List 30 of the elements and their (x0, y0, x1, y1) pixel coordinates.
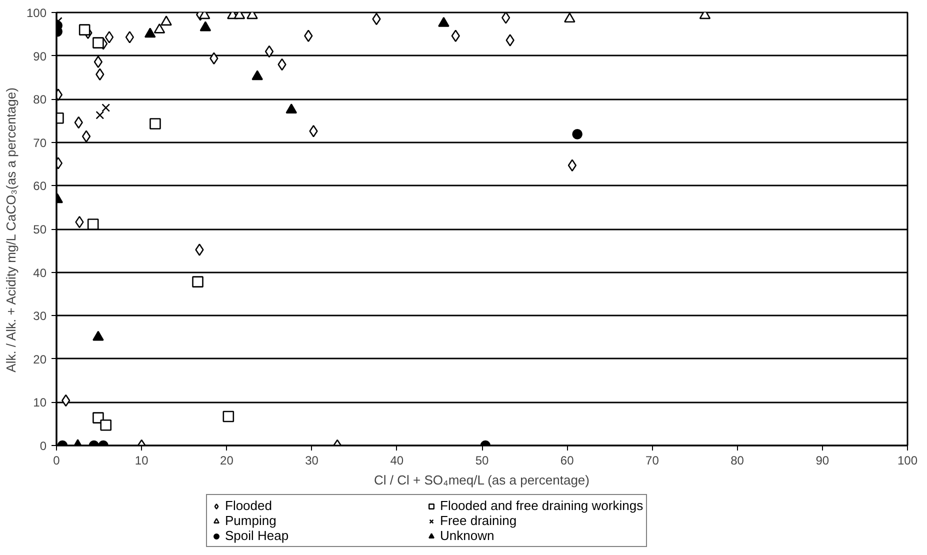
legend-label: Flooded and free draining workings (440, 498, 644, 513)
y-tick-label: 50 (33, 222, 47, 236)
x-tick-label: 80 (730, 454, 744, 468)
y-tick-label: 80 (33, 92, 47, 107)
x-tick-label: 50 (475, 454, 489, 468)
y-tick-label: 60 (33, 179, 47, 194)
y-tick-label: 70 (33, 136, 47, 150)
legend-label: Spoil Heap (225, 528, 290, 543)
y-tick-label: 20 (33, 352, 47, 366)
y-tick-label: 40 (33, 266, 47, 280)
x-tick-label: 70 (646, 454, 660, 468)
legend-label: Unknown (440, 528, 496, 543)
y-tick-label: 100 (26, 6, 47, 20)
y-tick-label: 10 (33, 396, 47, 410)
x-tick-label: 60 (560, 454, 574, 468)
x-tick-label: 100 (897, 454, 918, 468)
x-tick-label: 40 (390, 454, 404, 468)
y-axis-title: Alk. / Alk. + Acidity mg/L CaCO₃(as a percentage) (3, 88, 18, 372)
legend-label: Flooded (225, 498, 273, 513)
y-tick-label: 30 (33, 309, 47, 324)
x-tick-label: 90 (816, 454, 830, 468)
x-tick-label: 30 (305, 454, 319, 468)
y-tick-label: 0 (40, 439, 47, 453)
legend-label: Free draining (440, 513, 518, 528)
x-axis-title: Cl / Cl + SO₄meq/L (as a percentage) (374, 472, 590, 488)
x-tick-label: 0 (53, 454, 60, 468)
y-tick-label: 90 (33, 49, 47, 64)
x-tick-label: 10 (134, 454, 149, 468)
legend-label: Pumping (225, 513, 278, 528)
x-tick-label: 20 (220, 454, 234, 468)
